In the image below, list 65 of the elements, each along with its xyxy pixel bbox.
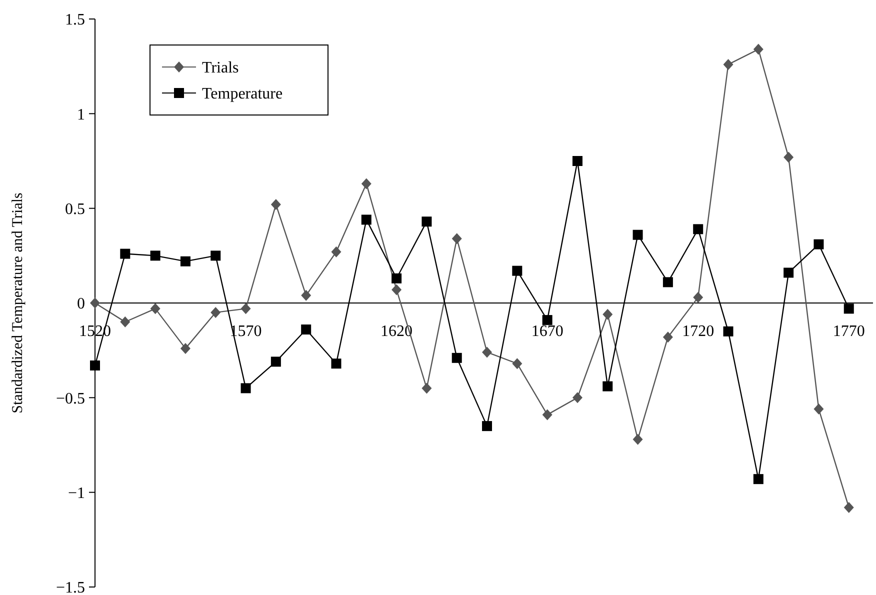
point: [452, 352, 462, 363]
point: [662, 332, 673, 343]
point: [90, 298, 100, 308]
point: [723, 326, 734, 336]
point: [270, 199, 281, 210]
point: [120, 316, 130, 328]
legend-label: Temperature: [202, 86, 283, 103]
y-tick-label: 0.5: [65, 200, 85, 218]
point: [693, 292, 704, 303]
point: [512, 266, 522, 276]
point: [361, 214, 372, 225]
point: [210, 250, 221, 261]
y-tick-label: −1: [68, 484, 85, 502]
point: [814, 404, 824, 415]
point: [270, 356, 281, 367]
point: [240, 383, 251, 394]
point: [422, 216, 432, 227]
y-tick-label: 1: [77, 106, 85, 124]
point: [844, 502, 854, 513]
point: [301, 290, 312, 301]
y-tick-label: 0: [77, 296, 85, 313]
y-tick-label: −0.5: [56, 390, 85, 408]
point: [844, 304, 854, 314]
x-tick-label: 1670: [531, 323, 564, 340]
point: [210, 306, 221, 318]
point: [392, 273, 402, 284]
point: [602, 308, 613, 320]
point: [301, 324, 312, 335]
point: [422, 382, 432, 394]
point: [723, 58, 734, 70]
point: [180, 342, 190, 354]
y-tick-label: −1.5: [56, 580, 85, 595]
point: [331, 246, 342, 258]
point: [482, 421, 492, 432]
point: [602, 381, 613, 392]
point: [392, 284, 402, 296]
point: [753, 474, 764, 484]
point: [572, 156, 582, 166]
x-tick-label: 1720: [682, 323, 714, 340]
point: [784, 152, 794, 163]
point: [632, 230, 643, 240]
point: [693, 224, 704, 234]
point: [632, 434, 643, 445]
point: [814, 239, 824, 250]
point: [120, 248, 130, 259]
point: [150, 250, 160, 261]
point: [542, 315, 552, 326]
point: [784, 268, 794, 278]
point: [512, 358, 522, 370]
y-axis-title: Standardized Temperature and Trials: [10, 192, 26, 414]
point: [753, 44, 764, 55]
point: [240, 303, 251, 314]
point: [452, 233, 462, 244]
y-tick-label: 1.5: [65, 12, 85, 29]
point: [482, 346, 492, 358]
point: [90, 360, 100, 370]
point: [662, 277, 673, 288]
point: [361, 178, 372, 190]
point: [542, 409, 552, 420]
point: [572, 392, 582, 404]
legend-label: Trials: [202, 60, 239, 77]
point: [150, 303, 160, 314]
point: [331, 358, 342, 369]
x-tick-label: 1770: [832, 323, 865, 340]
point: [180, 256, 190, 266]
